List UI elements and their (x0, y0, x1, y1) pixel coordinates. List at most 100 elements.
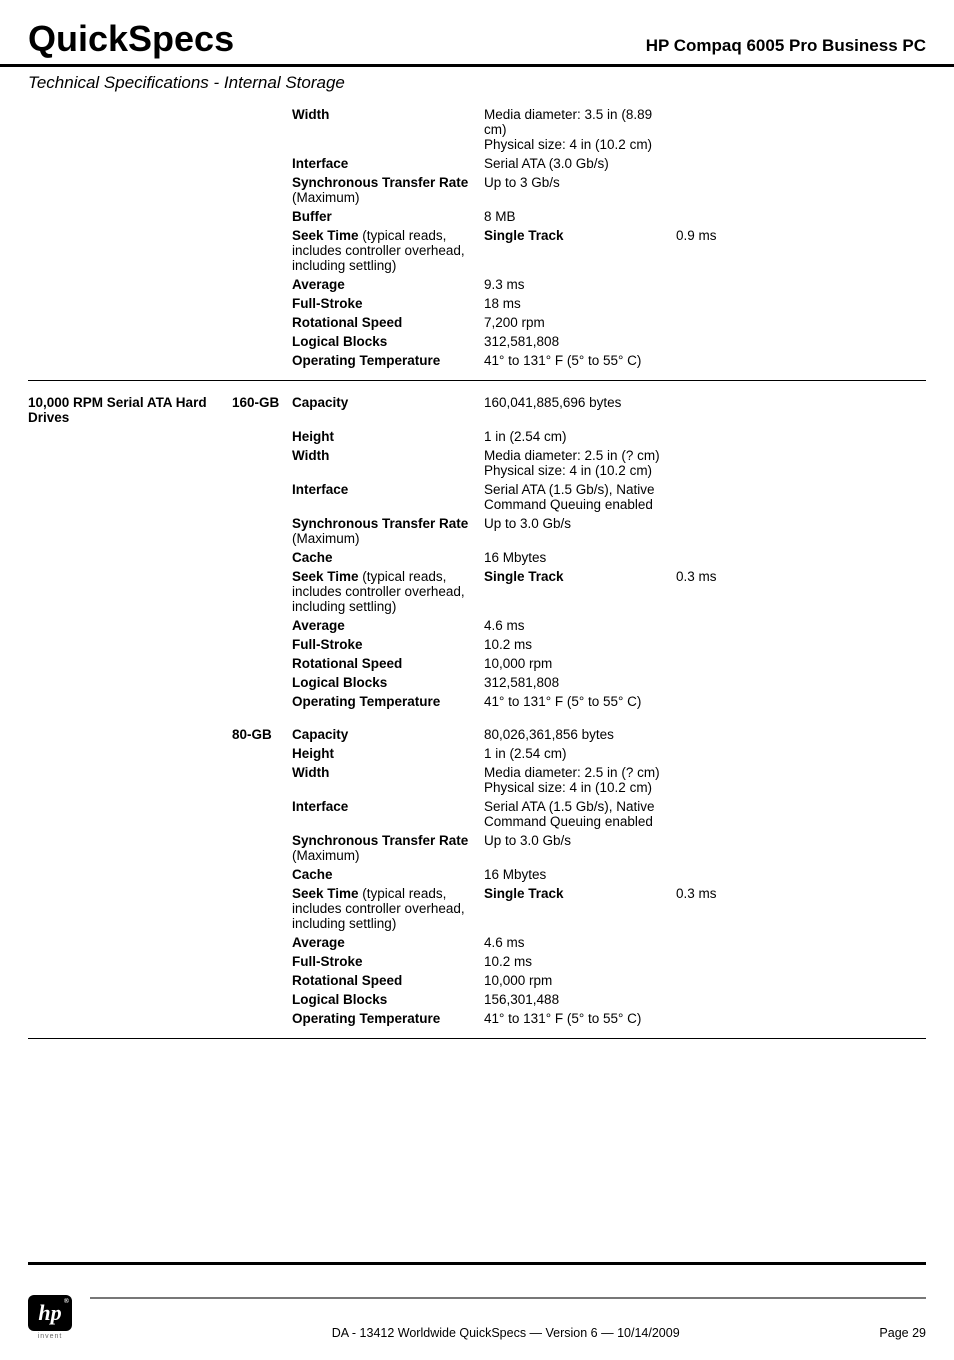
temp-value: 41° to 131° F (5° to 55° C) (484, 692, 676, 711)
blocks-value: 312,581,808 (484, 332, 676, 351)
seek-full-value: 10.2 ms (484, 635, 676, 654)
interface-label: Interface (292, 797, 484, 831)
cache-value: 16 Mbytes (484, 548, 676, 567)
height-value: 1 in (2.54 cm) (484, 744, 676, 763)
seek-full-value: 10.2 ms (484, 952, 676, 971)
rot-label: Rotational Speed (292, 313, 484, 332)
page-subtitle: HP Compaq 6005 Pro Business PC (646, 36, 926, 56)
seek-avg-label: Average (292, 275, 484, 294)
width-value: Media diameter: 3.5 in (8.89 cm) Physica… (484, 105, 676, 154)
height-label: Height (292, 744, 484, 763)
temp-label: Operating Temperature (292, 692, 484, 711)
footer-center-text: DA - 13412 Worldwide QuickSpecs — Versio… (132, 1326, 879, 1340)
width-label: Width (292, 446, 484, 480)
seek-single-value: 0.3 ms (676, 567, 926, 616)
seek-label: Seek Time (typical reads, includes contr… (292, 884, 484, 933)
cache-label: Cache (292, 548, 484, 567)
page-header: QuickSpecs HP Compaq 6005 Pro Business P… (0, 0, 954, 67)
width-value: Media diameter: 2.5 in (? cm) Physical s… (484, 763, 676, 797)
interface-label: Interface (292, 480, 484, 514)
cache-value: 16 Mbytes (484, 865, 676, 884)
capacity-label: Capacity (292, 725, 484, 744)
interface-value: Serial ATA (1.5 Gb/s), Native Command Qu… (484, 797, 676, 831)
temp-label: Operating Temperature (292, 1009, 484, 1028)
seek-label: Seek Time (typical reads, includes contr… (292, 567, 484, 616)
hp-invent-text: invent (38, 1333, 63, 1340)
footer-page-number: Page 29 (879, 1326, 926, 1340)
buffer-label: Buffer (292, 207, 484, 226)
seek-single-label: Single Track (484, 226, 676, 275)
temp-value: 41° to 131° F (5° to 55° C) (484, 1009, 676, 1028)
seek-avg-label: Average (292, 933, 484, 952)
blocks-value: 312,581,808 (484, 673, 676, 692)
sync-label-text: Synchronous Transfer Rate (292, 516, 468, 531)
rot-value: 7,200 rpm (484, 313, 676, 332)
capacity-label: Capacity (292, 393, 484, 427)
buffer-value: 8 MB (484, 207, 676, 226)
rot-value: 10,000 rpm (484, 971, 676, 990)
divider (28, 1038, 926, 1039)
seek-label: Seek Time (typical reads, includes contr… (292, 226, 484, 275)
registered-icon: ® (64, 1297, 69, 1305)
sync-value: Up to 3 Gb/s (484, 173, 676, 207)
seek-full-value: 18 ms (484, 294, 676, 313)
width-label: Width (292, 105, 484, 154)
spec-table-drive1: Width Media diameter: 3.5 in (8.89 cm) P… (28, 105, 926, 370)
interface-value: Serial ATA (1.5 Gb/s), Native Command Qu… (484, 480, 676, 514)
temp-label: Operating Temperature (292, 351, 484, 370)
footer-divider (28, 1262, 926, 1265)
section2-name: 10,000 RPM Serial ATA Hard Drives (28, 393, 232, 427)
rot-label: Rotational Speed (292, 654, 484, 673)
cache-label: Cache (292, 865, 484, 884)
height-value: 1 in (2.54 cm) (484, 427, 676, 446)
hp-logo-text: hp (38, 1300, 61, 1326)
spec-table-drive3: 80-GB Capacity 80,026,361,856 bytes Heig… (28, 725, 926, 1028)
width-value: Media diameter: 2.5 in (? cm) Physical s… (484, 446, 676, 480)
seek-single-value: 0.9 ms (676, 226, 926, 275)
seek-full-label: Full-Stroke (292, 952, 484, 971)
capacity-value: 80,026,361,856 bytes (484, 725, 676, 744)
footer-thin-divider (90, 1297, 926, 1299)
seek-full-label: Full-Stroke (292, 635, 484, 654)
divider (28, 380, 926, 381)
sync-paren: (Maximum) (292, 190, 360, 205)
interface-label: Interface (292, 154, 484, 173)
section-title: Technical Specifications - Internal Stor… (0, 67, 954, 105)
seek-label-text: Seek Time (292, 569, 359, 584)
width-label: Width (292, 763, 484, 797)
spec-content: Width Media diameter: 3.5 in (8.89 cm) P… (0, 105, 954, 1039)
blocks-value: 156,301,488 (484, 990, 676, 1009)
seek-label-text: Seek Time (292, 886, 359, 901)
blocks-label: Logical Blocks (292, 332, 484, 351)
blocks-label: Logical Blocks (292, 990, 484, 1009)
sync-label: Synchronous Transfer Rate (Maximum) (292, 831, 484, 865)
sync-label-text: Synchronous Transfer Rate (292, 833, 468, 848)
rot-value: 10,000 rpm (484, 654, 676, 673)
sync-value: Up to 3.0 Gb/s (484, 831, 676, 865)
page-title: QuickSpecs (28, 18, 234, 60)
hp-logo: hp ® invent (28, 1295, 72, 1340)
drive3-size: 80-GB (232, 725, 292, 744)
seek-avg-label: Average (292, 616, 484, 635)
seek-single-label: Single Track (484, 567, 676, 616)
spec-table-drive2: 10,000 RPM Serial ATA Hard Drives 160-GB… (28, 393, 926, 711)
sync-label: Synchronous Transfer Rate (Maximum) (292, 514, 484, 548)
blocks-label: Logical Blocks (292, 673, 484, 692)
seek-avg-value: 4.6 ms (484, 933, 676, 952)
sync-label: Synchronous Transfer Rate (Maximum) (292, 173, 484, 207)
seek-avg-value: 9.3 ms (484, 275, 676, 294)
hp-logo-icon: hp ® (28, 1295, 72, 1331)
seek-single-value: 0.3 ms (676, 884, 926, 933)
seek-avg-value: 4.6 ms (484, 616, 676, 635)
capacity-value: 160,041,885,696 bytes (484, 393, 676, 427)
sync-value: Up to 3.0 Gb/s (484, 514, 676, 548)
sync-paren: (Maximum) (292, 848, 360, 863)
height-label: Height (292, 427, 484, 446)
seek-label-text: Seek Time (292, 228, 359, 243)
temp-value: 41° to 131° F (5° to 55° C) (484, 351, 676, 370)
seek-single-label: Single Track (484, 884, 676, 933)
seek-full-label: Full-Stroke (292, 294, 484, 313)
rot-label: Rotational Speed (292, 971, 484, 990)
sync-paren: (Maximum) (292, 531, 360, 546)
sync-label-text: Synchronous Transfer Rate (292, 175, 468, 190)
